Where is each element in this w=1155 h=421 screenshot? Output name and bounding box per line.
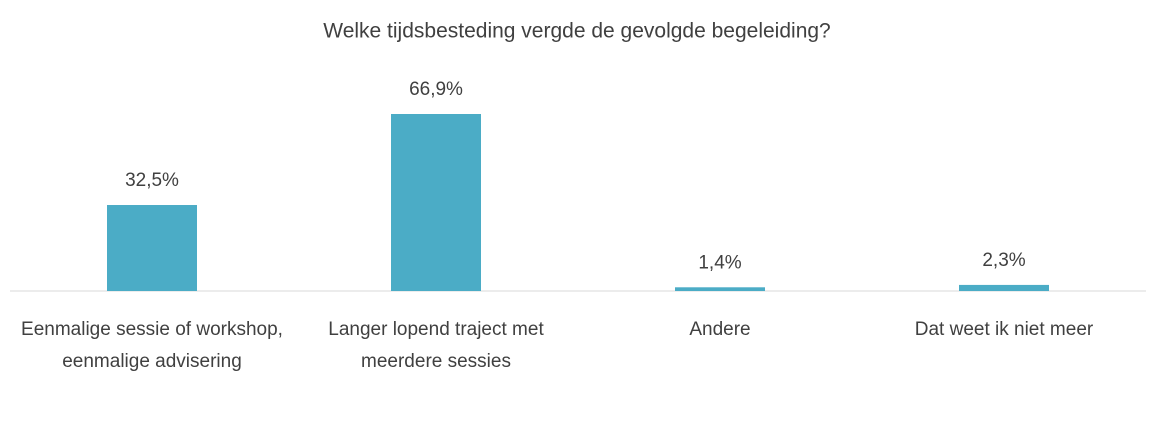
data-label: 66,9% [409, 79, 463, 100]
data-label: 2,3% [982, 250, 1025, 271]
x-tick-label: Langer lopend traject met meerdere sessi… [328, 319, 544, 372]
x-tick-label: Andere [689, 319, 751, 340]
bar [959, 284, 1049, 291]
bar [107, 205, 197, 291]
bar [391, 114, 481, 291]
x-tick-label: Dat weet ik niet meer [914, 319, 1094, 340]
bar [675, 287, 765, 291]
chart-title: Welke tijdsbesteding vergde de gevolgde … [323, 20, 830, 43]
x-tick-label: Eenmalige sessie of workshop, eenmalige … [21, 319, 283, 372]
data-label: 32,5% [125, 170, 179, 191]
data-label: 1,4% [698, 252, 741, 273]
